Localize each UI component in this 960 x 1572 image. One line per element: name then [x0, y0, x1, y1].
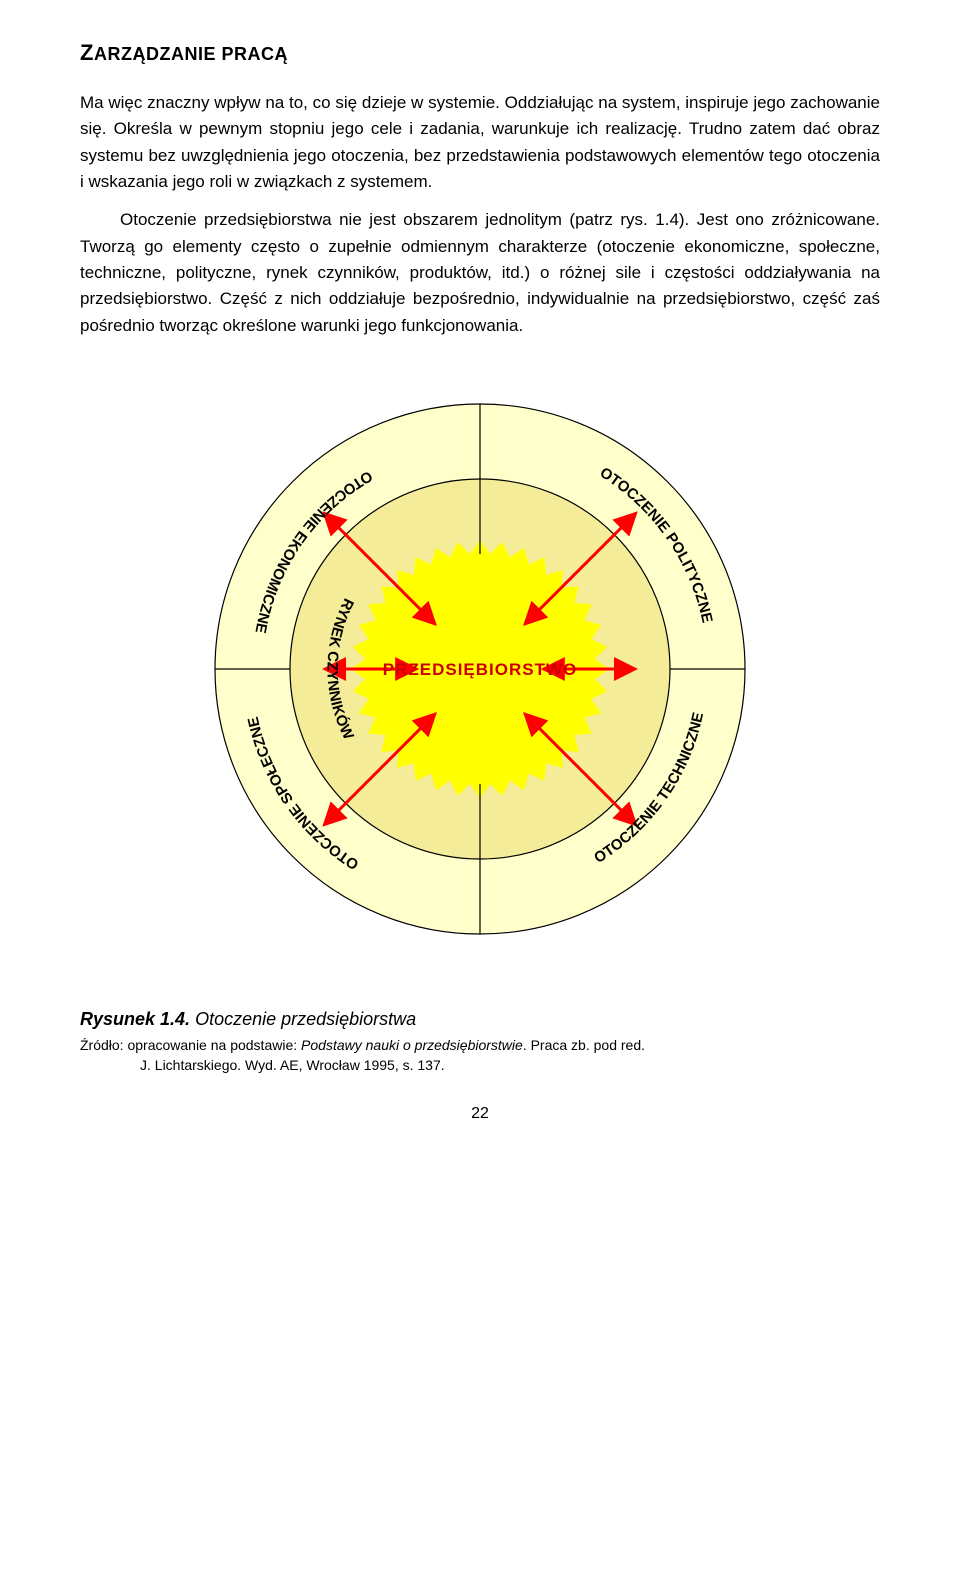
caption-label: Rysunek 1.4. [80, 1009, 190, 1029]
header-first-letter: Z [80, 40, 94, 65]
page-header: ZARZĄDZANIE PRACĄ [80, 40, 880, 66]
diagram-container: OTOCZENIE EKONOMICZNEOTOCZENIE POLITYCZN… [80, 389, 880, 949]
svg-text:PRZEDSIĘBIORSTWO: PRZEDSIĘBIORSTWO [383, 660, 578, 679]
paragraph-2: Otoczenie przedsiębiorstwa nie jest obsz… [80, 207, 880, 339]
caption-text: Otoczenie przedsiębiorstwa [195, 1009, 416, 1029]
figure-source: Źródło: opracowanie na podstawie: Podsta… [80, 1036, 880, 1075]
paragraph-1: Ma więc znaczny wpływ na to, co się dzie… [80, 90, 880, 195]
figure-caption: Rysunek 1.4. Otoczenie przedsiębiorstwa [80, 1009, 880, 1030]
header-rest: ARZĄDZANIE PRACĄ [94, 44, 288, 64]
source-italic: Podstawy nauki o przedsiębiorstwie [301, 1037, 523, 1053]
source-prefix: Źródło: opracowanie na podstawie: [80, 1037, 301, 1053]
page-number: 22 [80, 1105, 880, 1123]
source-line2: J. Lichtarskiego. Wyd. AE, Wrocław 1995,… [80, 1056, 880, 1076]
enterprise-environment-diagram: OTOCZENIE EKONOMICZNEOTOCZENIE POLITYCZN… [200, 389, 760, 949]
source-suffix1: . Praca zb. pod red. [523, 1037, 645, 1053]
